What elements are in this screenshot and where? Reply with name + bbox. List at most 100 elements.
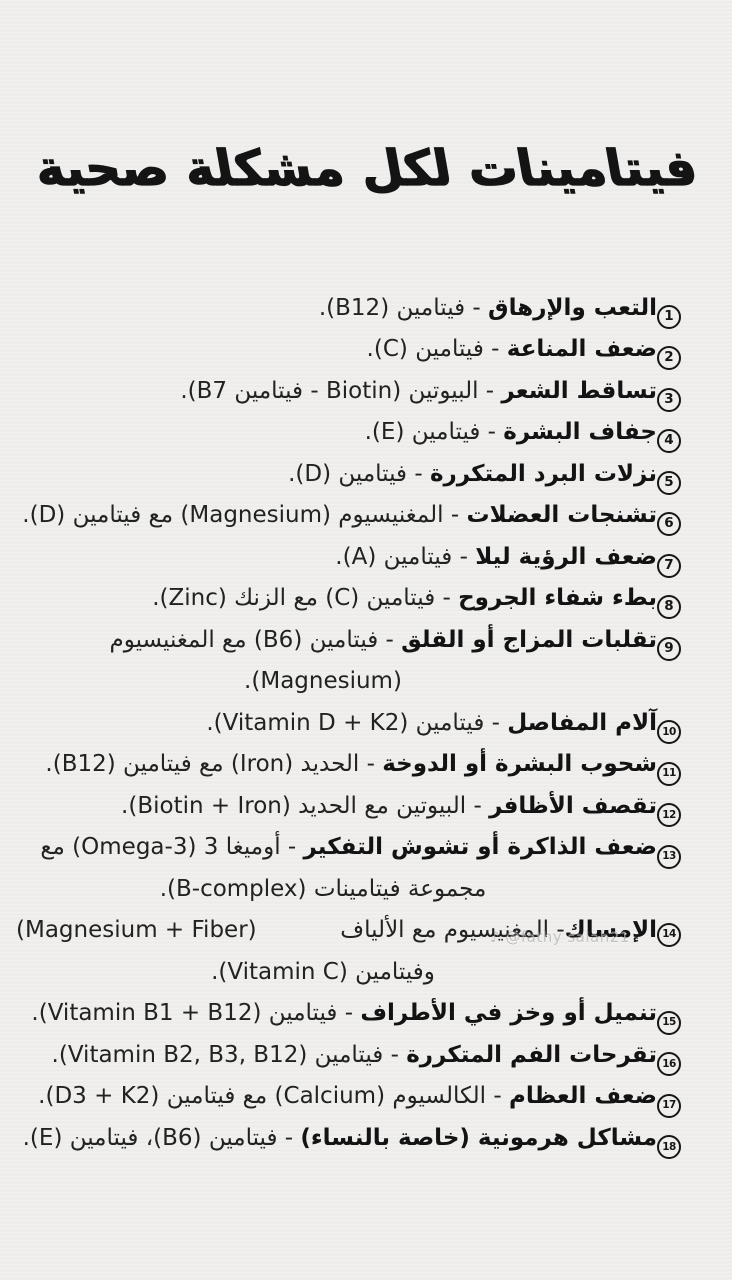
list-item: 5نزلات البرد المتكررة - فيتامين (D). bbox=[16, 454, 690, 496]
list-item: 14 الإمساك - المغنيسيوم مع الألياف (Magnes… bbox=[16, 910, 690, 952]
list-item: 9تقلبات المزاج أو القلق - فيتامين (B6) م… bbox=[16, 620, 690, 662]
item-number-badge: 17 bbox=[657, 1093, 681, 1118]
treatment-text: - البيوتين (Biotin - فيتامين B7). bbox=[180, 377, 502, 404]
list-item-continuation: وفيتامين (Vitamin C). bbox=[16, 952, 690, 994]
list-item-text-group: 15تنميل أو وخز في الأطراف - فيتامين (Vit… bbox=[31, 1000, 690, 1035]
page-title: فيتامينات لكل مشكلة صحية bbox=[30, 139, 702, 197]
list-item-text-group: 16تقرحات الفم المتكررة - فيتامين (Vitami… bbox=[51, 1041, 690, 1077]
treatment-text: - الحديد (Iron) مع فيتامين (B12). bbox=[45, 751, 383, 778]
symptom-text: ضعف الرؤية ليلا bbox=[475, 543, 657, 570]
treatment-text: - فيتامين (Vitamin B1 + B12). bbox=[31, 1000, 361, 1027]
treatment-text: (Magnesium). bbox=[244, 668, 402, 695]
item-number-badge: 8 bbox=[657, 595, 681, 620]
list-item-text-group: 4جفاف البشرة - فيتامين (E). bbox=[364, 419, 690, 454]
list-item: 8بطء شفاء الجروح - فيتامين (C) مع الزنك … bbox=[16, 578, 690, 620]
symptom-text: ضعف العظام bbox=[508, 1083, 657, 1110]
treatment-text: - المغنيسيوم مع الألياف bbox=[340, 917, 565, 944]
list-item-text-group: 6تشنجات العضلات - المغنيسيوم (Magnesium)… bbox=[22, 502, 690, 537]
list-item: 18مشاكل هرمونية (خاصة بالنساء) - فيتامين… bbox=[16, 1118, 690, 1160]
symptom-text: التعب والإرهاق bbox=[488, 294, 657, 321]
list-item-text-group: 3تساقط الشعر - البيوتين (Biotin - فيتامي… bbox=[180, 377, 690, 412]
list-item-text-group: 17ضعف العظام - الكالسيوم (Calcium) مع في… bbox=[38, 1083, 690, 1118]
symptom-text: ضعف الذاكرة أو تشوش التفكير bbox=[303, 834, 658, 861]
list-item: 12تقصف الأظافر - البيوتين مع الحديد (Bio… bbox=[16, 786, 690, 828]
item-number-badge: 5 bbox=[657, 470, 681, 495]
item-number-badge: 11 bbox=[657, 761, 681, 786]
item-number-badge: 3 bbox=[657, 387, 681, 412]
item-number-badge: 12 bbox=[657, 803, 681, 828]
list-item-text-group: وفيتامين (Vitamin C). bbox=[211, 959, 435, 985]
list-item: 2ضعف المناعة - فيتامين (C). bbox=[16, 329, 690, 371]
symptom-text: تشنجات العضلات bbox=[466, 502, 657, 529]
list-item-text-group: (Magnesium). bbox=[244, 668, 402, 694]
treatment-text: - فيتامين (C). bbox=[366, 336, 507, 363]
symptom-text: ضعف المناعة bbox=[506, 336, 657, 363]
symptom-text: نزلات البرد المتكررة bbox=[429, 460, 657, 487]
list-item-text-group: 10آلام المفاصل - فيتامين (Vitamin D + K2… bbox=[206, 709, 690, 745]
treatment-text: - فيتامين (E). bbox=[364, 419, 504, 446]
symptom-text: تساقط الشعر bbox=[501, 377, 657, 404]
treatment-text: وفيتامين (Vitamin C). bbox=[211, 958, 435, 985]
list-item-text-group: 8بطء شفاء الجروح - فيتامين (C) مع الزنك … bbox=[152, 585, 690, 620]
list-item-text-group: مجموعة فيتامينات (B-complex). bbox=[160, 876, 487, 902]
treatment-text: - الكالسيوم (Calcium) مع فيتامين (D3 + K… bbox=[38, 1083, 509, 1110]
treatment-text: - فيتامين (B6) مع المغنيسيوم bbox=[109, 626, 402, 653]
item-number-badge: 14 bbox=[657, 922, 681, 947]
symptom-text: بطء شفاء الجروح bbox=[458, 585, 657, 612]
list-item-text-group: 11شحوب البشرة أو الدوخة - الحديد (Iron) … bbox=[45, 751, 690, 786]
symptom-text: تقلبات المزاج أو القلق bbox=[401, 626, 657, 653]
list-item: 11شحوب البشرة أو الدوخة - الحديد (Iron) … bbox=[16, 744, 690, 786]
item-number-badge: 13 bbox=[657, 844, 681, 869]
item-number-badge: 9 bbox=[657, 636, 681, 661]
list-item-continuation: (Magnesium). bbox=[16, 661, 690, 703]
treatment-text: مجموعة فيتامينات (B-complex). bbox=[159, 875, 487, 902]
treatment-text: - فيتامين (C) مع الزنك (Zinc). bbox=[152, 585, 459, 612]
list-item-text-group: 14 الإمساك - المغنيسيوم مع الألياف bbox=[340, 910, 690, 952]
list-item: 15تنميل أو وخز في الأطراف - فيتامين (Vit… bbox=[16, 993, 690, 1035]
list-item: 7ضعف الرؤية ليلا - فيتامين (A). bbox=[16, 537, 690, 579]
list-item: 16تقرحات الفم المتكررة - فيتامين (Vitami… bbox=[16, 1035, 690, 1077]
treatment-text: - البيوتين مع الحديد (Biotin + Iron). bbox=[121, 792, 490, 819]
list-item-text-group: 5نزلات البرد المتكررة - فيتامين (D). bbox=[288, 460, 690, 495]
symptom-text: الإمساك bbox=[564, 917, 657, 944]
symptom-text: جفاف البشرة bbox=[503, 419, 657, 446]
treatment-text: - فيتامين (Vitamin D + K2). bbox=[206, 709, 508, 736]
list-item: 13ضعف الذاكرة أو تشوش التفكير - أوميغا 3… bbox=[16, 827, 690, 869]
treatment-text: - أوميغا 3 (Omega-3) مع bbox=[40, 834, 304, 861]
list-item: 3تساقط الشعر - البيوتين (Biotin - فيتامي… bbox=[16, 371, 690, 413]
list-item-text-group: 9تقلبات المزاج أو القلق - فيتامين (B6) م… bbox=[109, 626, 690, 661]
list-item: 10آلام المفاصل - فيتامين (Vitamin D + K2… bbox=[16, 703, 690, 745]
treatment-text: - فيتامين (B12). bbox=[318, 294, 489, 321]
list-item: 17ضعف العظام - الكالسيوم (Calcium) مع في… bbox=[16, 1076, 690, 1118]
watermark-text: ♪ @fathy salah21 bbox=[490, 928, 630, 946]
item-number-badge: 1 bbox=[657, 304, 681, 329]
item-number-badge: 15 bbox=[657, 1010, 681, 1035]
list-item-text-group: 12تقصف الأظافر - البيوتين مع الحديد (Bio… bbox=[121, 792, 690, 828]
symptom-text: آلام المفاصل bbox=[507, 709, 657, 736]
list-item-text-group: 2ضعف المناعة - فيتامين (C). bbox=[366, 336, 690, 371]
treatment-text: - فيتامين (B6)، فيتامين (E). bbox=[22, 1124, 301, 1151]
item-number-badge: 6 bbox=[657, 512, 681, 537]
symptom-text: شحوب البشرة أو الدوخة bbox=[382, 751, 657, 778]
symptom-text: تقصف الأظافر bbox=[489, 792, 657, 819]
symptom-text: مشاكل هرمونية (خاصة بالنساء) bbox=[300, 1124, 657, 1151]
item-number-badge: 4 bbox=[657, 429, 681, 454]
list-item: 6تشنجات العضلات - المغنيسيوم (Magnesium)… bbox=[16, 495, 690, 537]
treatment-latin-text: (Magnesium + Fiber) bbox=[16, 917, 257, 944]
list-item-text-group: 18مشاكل هرمونية (خاصة بالنساء) - فيتامين… bbox=[22, 1124, 690, 1160]
treatment-text: - فيتامين (D). bbox=[288, 460, 430, 487]
treatment-text: - فيتامين (Vitamin B2, B3, B12). bbox=[51, 1041, 407, 1068]
symptom-text: تنميل أو وخز في الأطراف bbox=[360, 1000, 657, 1027]
item-number-badge: 2 bbox=[657, 346, 681, 371]
list-item-text-group: 13ضعف الذاكرة أو تشوش التفكير - أوميغا 3… bbox=[40, 834, 690, 869]
item-number-badge: 16 bbox=[657, 1052, 681, 1077]
treatment-text: - فيتامين (A). bbox=[335, 543, 476, 570]
list-item-text-group: 7ضعف الرؤية ليلا - فيتامين (A). bbox=[335, 543, 690, 578]
item-number-badge: 18 bbox=[657, 1135, 681, 1160]
list-item-text-group: 1التعب والإرهاق - فيتامين (B12). bbox=[318, 294, 690, 329]
item-number-badge: 10 bbox=[657, 720, 681, 745]
treatment-text: - المغنيسيوم (Magnesium) مع فيتامين (D). bbox=[22, 502, 467, 529]
list-item: 1التعب والإرهاق - فيتامين (B12). bbox=[16, 288, 690, 330]
list-item-continuation: مجموعة فيتامينات (B-complex). bbox=[16, 869, 690, 911]
